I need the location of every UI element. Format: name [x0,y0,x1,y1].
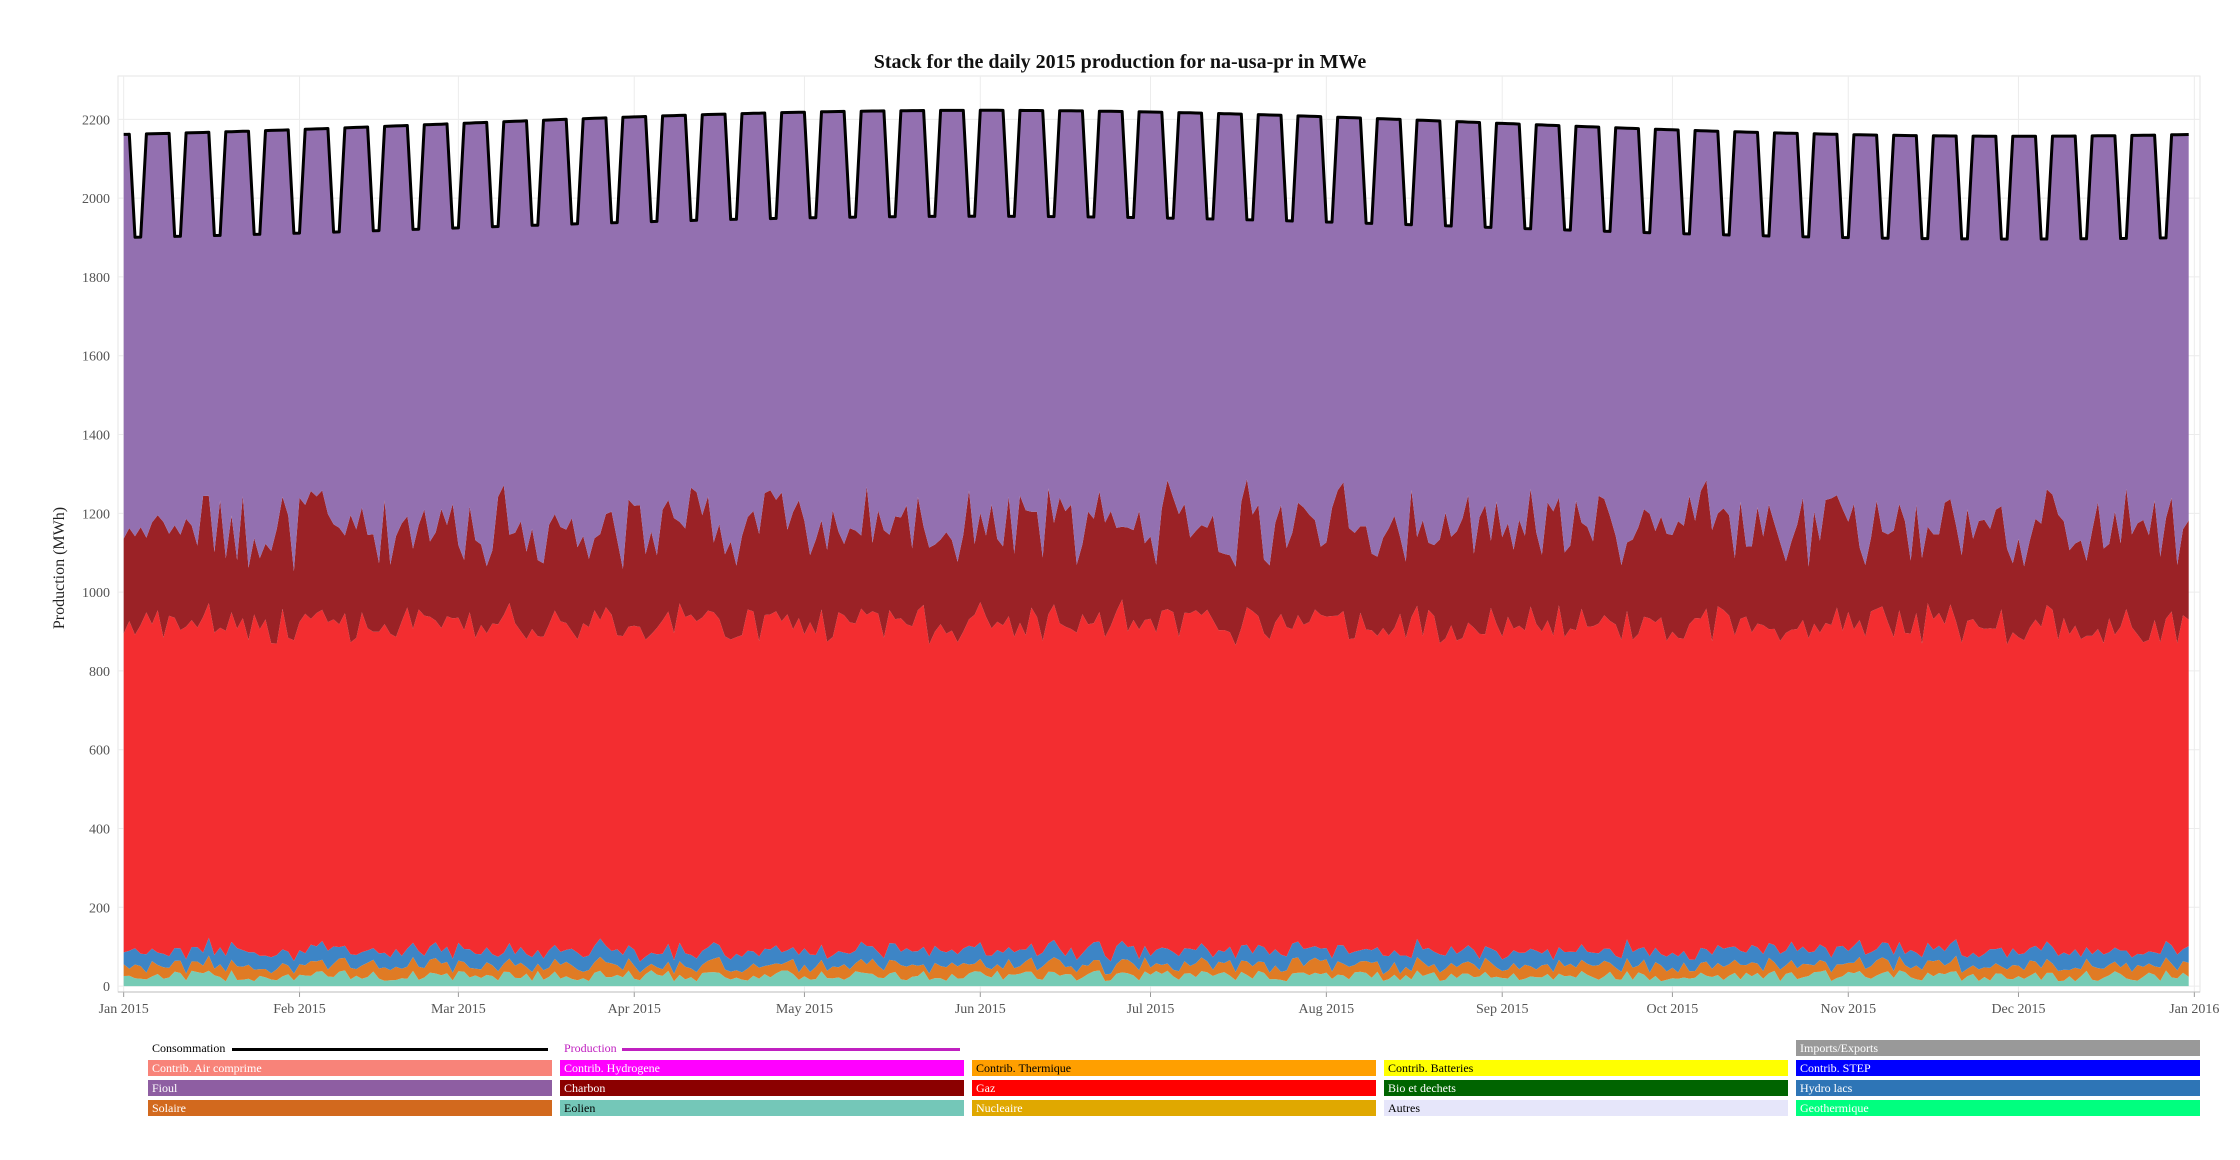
x-tick-label: Jul 2015 [1127,1002,1175,1017]
legend-item-solaire[interactable]: Solaire [148,1100,552,1116]
area-gaz [123,599,2189,962]
line-layer [123,108,2189,241]
chart-title: Stack for the daily 2015 production for … [874,51,1367,73]
y-tick-label: 800 [89,665,110,680]
legend-label: Production [564,1041,617,1055]
area-eolien [123,970,2189,987]
legend-item-imports-exports[interactable]: Imports/Exports [1796,1040,2200,1056]
legend-item-contrib-batteries[interactable]: Contrib. Batteries [1384,1060,1788,1076]
legend-item-eolien[interactable]: Eolien [560,1100,964,1116]
legend-item-nucleaire[interactable]: Nucleaire [972,1100,1376,1116]
y-tick-label: 1600 [82,350,110,365]
area-fioul [123,110,2189,572]
legend-item-fioul[interactable]: Fioul [148,1080,552,1096]
legend-line-consommation[interactable]: Consommation [148,1040,548,1056]
x-tick-label: Sep 2015 [1476,1002,1529,1017]
x-tick-label: May 2015 [776,1002,833,1017]
y-tick-label: 1200 [82,507,110,522]
x-tick-label: Jan 2016 [2169,1002,2219,1017]
y-axis-title: Production (MWh) [51,507,68,629]
y-tick-label: 600 [89,744,110,759]
area-solaire [123,955,2189,982]
x-tick-label: Oct 2015 [1647,1002,1699,1017]
x-tick-label: Nov 2015 [1820,1002,1876,1017]
legend-item-geothermique[interactable]: Geothermique [1796,1100,2200,1116]
legend: Consommation Production Imports/Exports Con… [148,1040,2208,1140]
legend-item-charbon[interactable]: Charbon [560,1080,964,1096]
legend-label: Consommation [152,1041,226,1055]
area-layer [123,110,2189,987]
legend-item-contrib-air-comprime[interactable]: Contrib. Air comprime [148,1060,552,1076]
x-tick-label: Aug 2015 [1299,1002,1355,1017]
legend-item-gaz[interactable]: Gaz [972,1080,1376,1096]
legend-item-contrib-thermique[interactable]: Contrib. Thermique [972,1060,1376,1076]
legend-line-production[interactable]: Production [560,1040,960,1056]
legend-item-bio-et-dechets[interactable]: Bio et dechets [1384,1080,1788,1096]
y-tick-label: 1400 [82,429,110,444]
legend-item-hydro-lacs[interactable]: Hydro lacs [1796,1080,2200,1096]
x-tick-label: Jan 2015 [99,1002,149,1017]
x-tick-label: Dec 2015 [1991,1002,2045,1017]
axis-layer: 0 200 400 600 800 1000 1200 1400 1600 1800 2000 220… [82,113,2219,1017]
x-tick-label: Apr 2015 [608,1002,661,1017]
legend-line-swatch [232,1048,548,1051]
x-tick-label: Feb 2015 [273,1002,326,1017]
area-hydro-lacs [123,937,2189,975]
legend-item-contrib-step[interactable]: Contrib. STEP [1796,1060,2200,1076]
y-tick-label: 2200 [82,113,110,128]
area-charbon [123,479,2189,646]
y-tick-label: 200 [89,901,110,916]
legend-line-swatch [622,1048,960,1051]
y-tick-label: 400 [89,822,110,837]
consumption-line [123,108,2189,241]
y-tick-label: 1000 [82,586,110,601]
x-tick-label: Mar 2015 [431,1002,486,1017]
x-tick-label: Jun 2015 [955,1002,1006,1017]
legend-item-contrib-hydrogene[interactable]: Contrib. Hydrogene [560,1060,964,1076]
legend-item-autres[interactable]: Autres [1384,1100,1788,1116]
y-tick-label: 2000 [82,192,110,207]
y-tick-label: 0 [103,980,110,995]
y-tick-label: 1800 [82,271,110,286]
